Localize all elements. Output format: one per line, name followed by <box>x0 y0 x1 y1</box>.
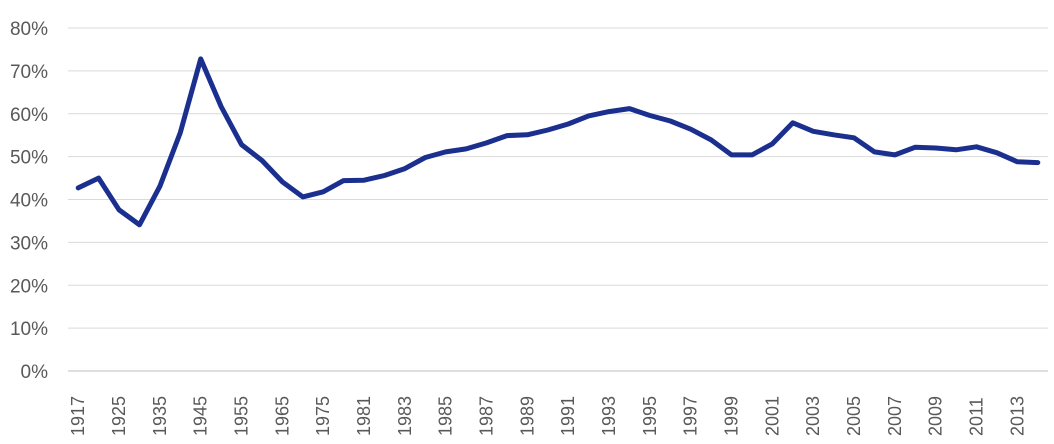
x-tick-label: 1925 <box>109 396 129 436</box>
x-tick-label: 2005 <box>844 396 864 436</box>
x-tick-label: 2007 <box>885 396 905 436</box>
x-tick-label: 1987 <box>477 396 497 436</box>
x-tick-label: 1935 <box>150 396 170 436</box>
y-tick-label: 70% <box>10 62 48 83</box>
y-tick-label: 30% <box>10 233 48 254</box>
y-tick-label: 40% <box>10 191 48 212</box>
y-tick-label: 50% <box>10 148 48 169</box>
x-tick-label: 1917 <box>68 396 88 436</box>
x-tick-label: 1983 <box>395 396 415 436</box>
x-tick-label: 1995 <box>640 396 660 436</box>
x-tick-label: 2003 <box>803 396 823 436</box>
y-tick-label: 10% <box>10 319 48 340</box>
gridlines <box>68 27 1048 329</box>
x-tick-label: 2009 <box>926 396 946 436</box>
x-tick-label: 1999 <box>722 396 742 436</box>
x-tick-label: 1945 <box>191 396 211 436</box>
x-tick-label: 1981 <box>354 396 374 436</box>
x-tick-label: 1997 <box>681 396 701 436</box>
y-axis-tick-labels: 0% 10% 20% 30% 40% 50% 60% 70% 80% <box>10 19 48 383</box>
x-tick-label: 2001 <box>762 396 782 436</box>
x-tick-label: 1985 <box>436 396 456 436</box>
series-line <box>75 56 1041 228</box>
x-tick-label: 1965 <box>272 396 292 436</box>
x-tick-label: 1955 <box>232 396 252 436</box>
x-tick-label: 2011 <box>967 397 987 436</box>
y-tick-label: 80% <box>10 19 48 40</box>
x-tick-label: 1975 <box>313 396 333 436</box>
x-tick-label: 1991 <box>558 396 578 436</box>
x-axis-tick-labels: 1917 1925 1935 1945 1955 1965 1975 1981 1983 1985… <box>68 396 1027 436</box>
y-tick-label: 20% <box>10 276 48 297</box>
x-tick-label: 1993 <box>599 396 619 436</box>
y-tick-label: 60% <box>10 105 48 126</box>
x-tick-label: 1989 <box>517 396 537 436</box>
y-tick-label: 0% <box>21 362 49 383</box>
x-tick-label: 2013 <box>1007 396 1027 436</box>
